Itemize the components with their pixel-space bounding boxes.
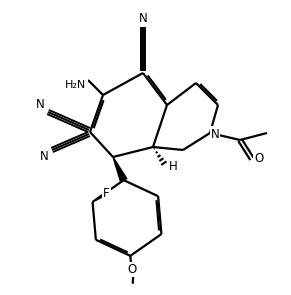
Text: N: N (36, 99, 44, 112)
Text: O: O (127, 263, 136, 276)
Text: N: N (211, 127, 219, 140)
Text: F: F (103, 187, 110, 200)
Text: H₂N: H₂N (65, 80, 87, 90)
Polygon shape (113, 157, 127, 182)
Text: O: O (254, 153, 264, 165)
Text: H: H (168, 160, 178, 173)
Text: N: N (139, 12, 147, 24)
Text: N: N (40, 150, 48, 163)
